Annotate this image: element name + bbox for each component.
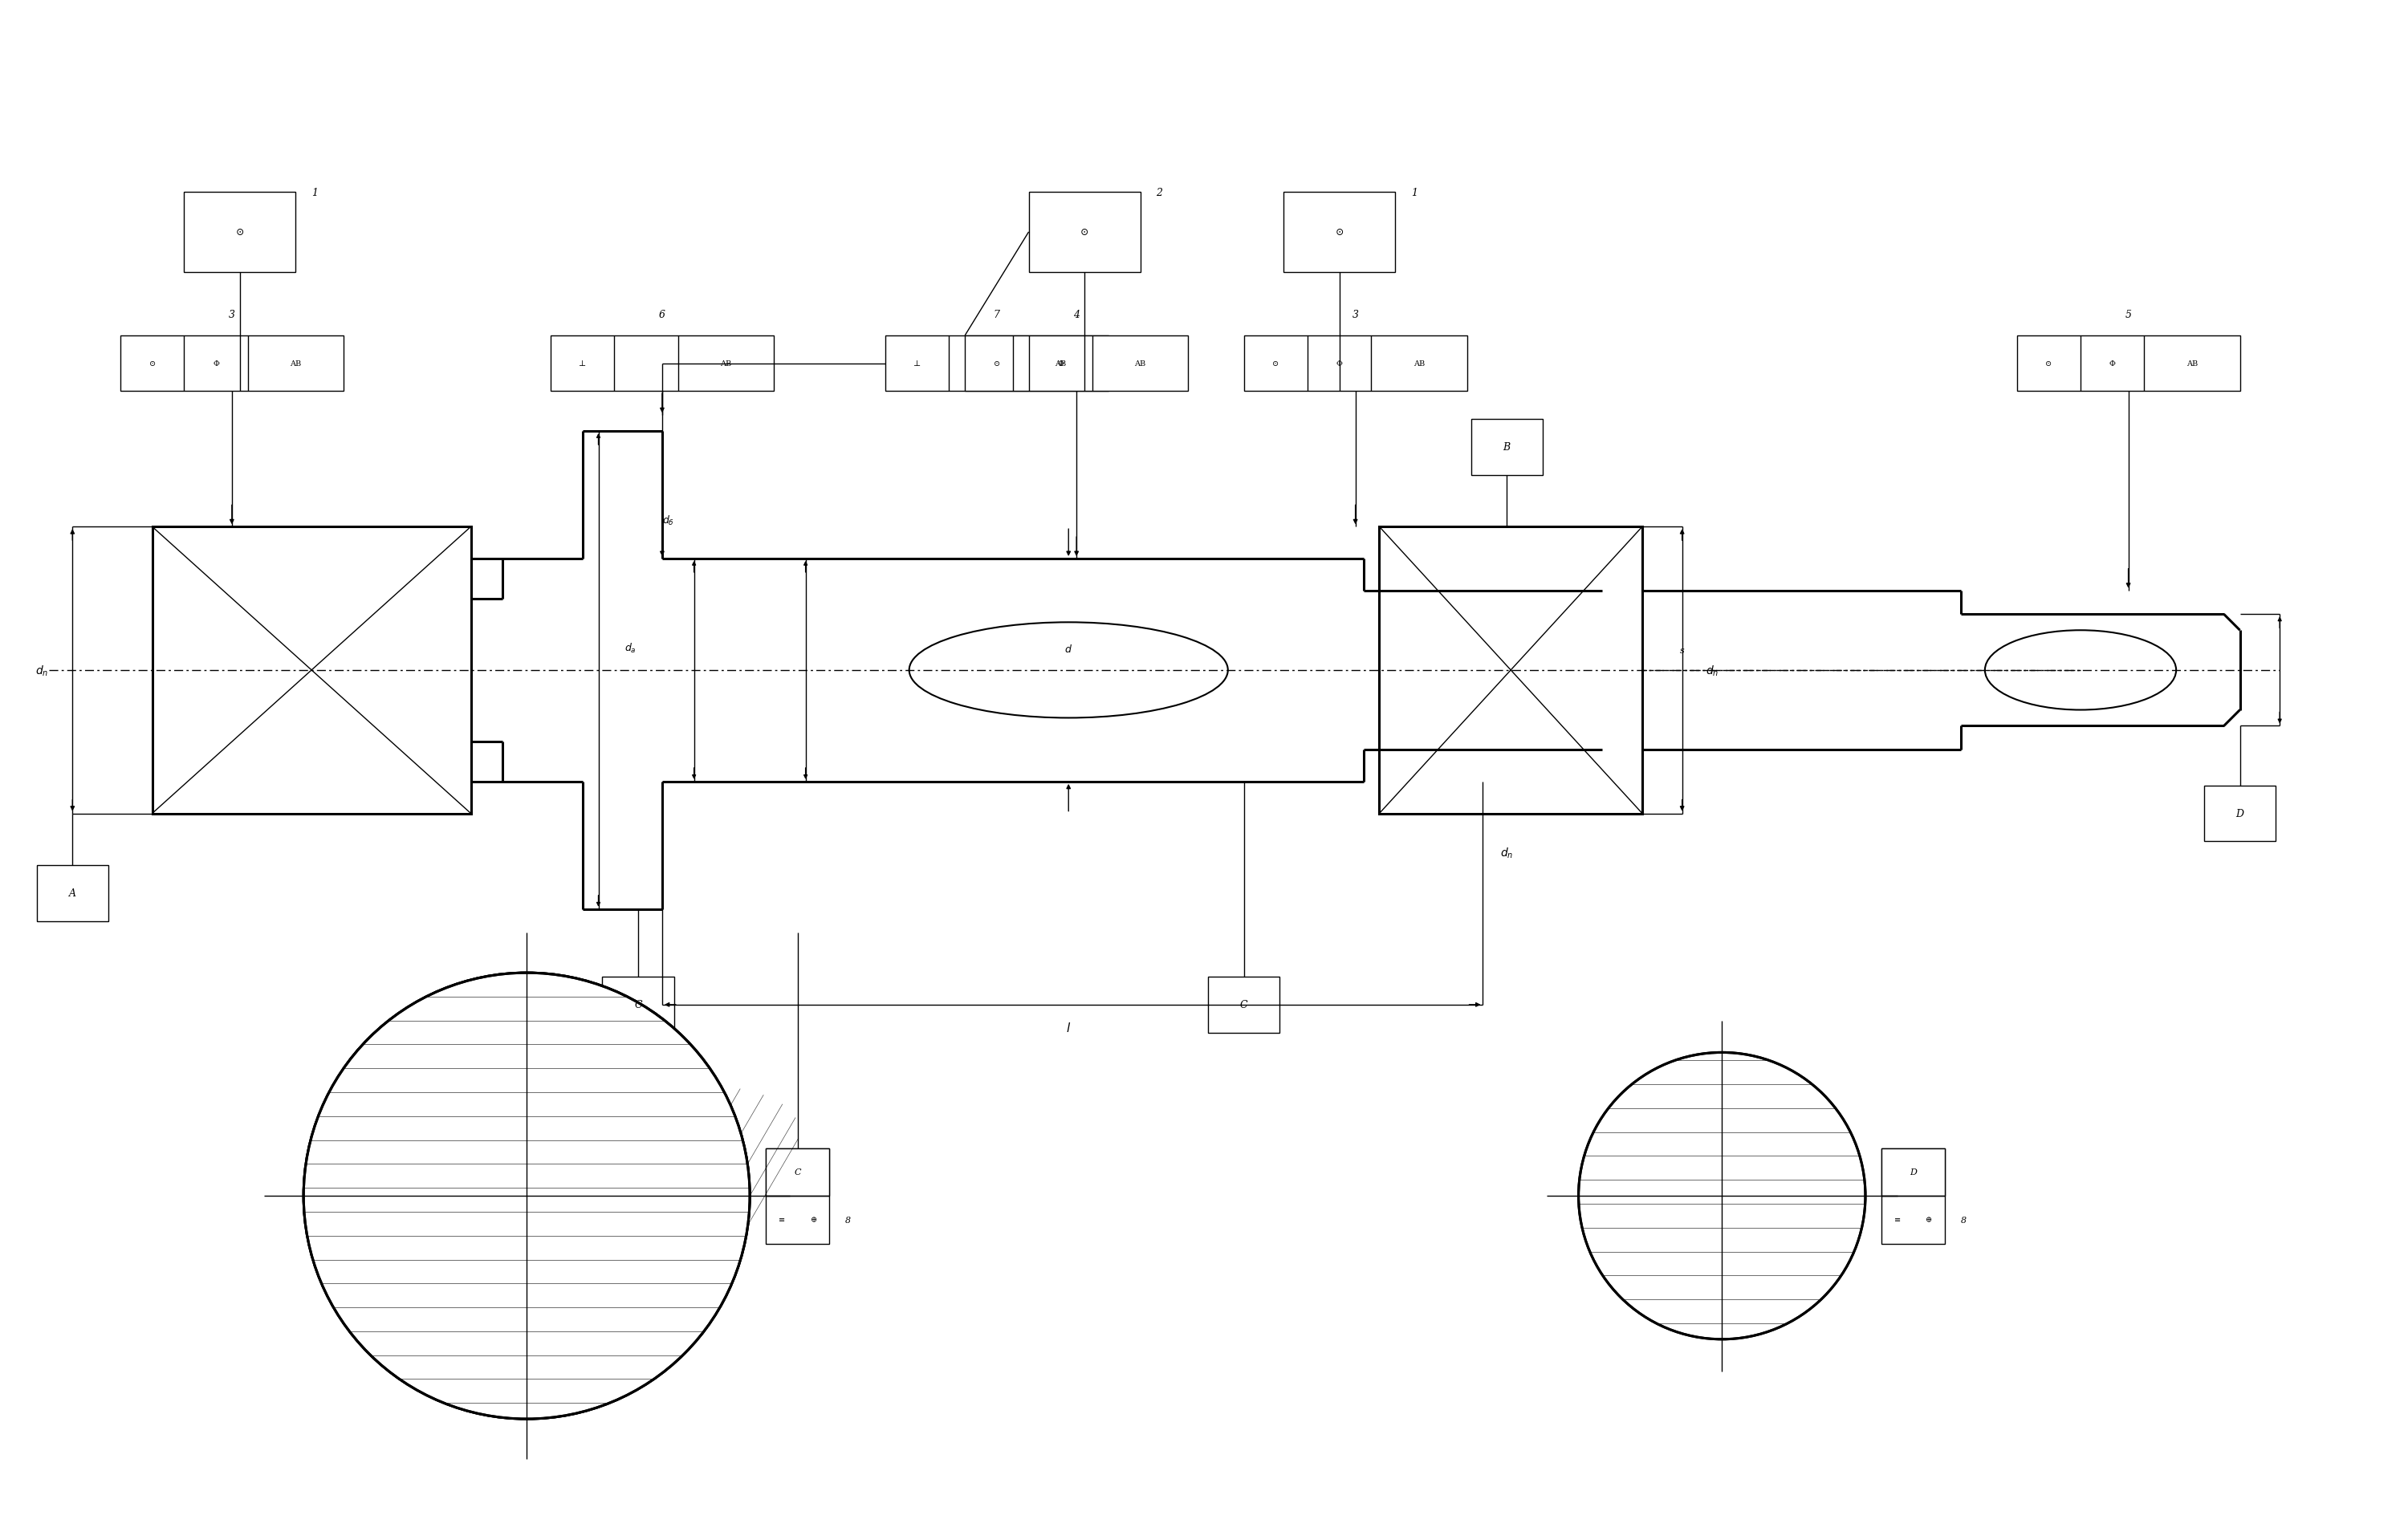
Text: C: C	[795, 1167, 802, 1177]
Text: AB: AB	[720, 361, 732, 367]
Text: $l$: $l$	[1067, 1021, 1072, 1034]
Text: D: D	[1910, 1167, 1917, 1177]
Text: C: C	[1240, 1000, 1247, 1011]
Text: ⊕: ⊕	[1926, 1217, 1931, 1224]
Bar	[766, 1149, 828, 1244]
Text: C: C	[633, 1000, 643, 1011]
Text: ⊙: ⊙	[1271, 361, 1279, 367]
Text: Φ: Φ	[212, 361, 219, 367]
Bar	[183, 192, 296, 272]
Text: ⊕: ⊕	[809, 1217, 816, 1224]
Bar	[1881, 1149, 1946, 1197]
Bar	[602, 977, 674, 1032]
Text: ≡: ≡	[778, 1217, 785, 1224]
Bar	[1471, 419, 1544, 475]
Bar	[2203, 786, 2276, 842]
Text: ⊙: ⊙	[149, 361, 157, 367]
Text: ⊙: ⊙	[2044, 361, 2052, 367]
Circle shape	[303, 972, 749, 1419]
Text: ⊙: ⊙	[236, 227, 243, 238]
Text: 8: 8	[1960, 1217, 1967, 1224]
Text: B: B	[1503, 442, 1510, 453]
Text: 5: 5	[2126, 310, 2131, 319]
Text: $d_n$: $d_n$	[1705, 664, 1719, 677]
Text: AB: AB	[2186, 361, 2199, 367]
Bar	[1209, 977, 1279, 1032]
Bar	[120, 336, 344, 392]
Text: Φ: Φ	[2109, 361, 2117, 367]
Text: 1: 1	[1411, 187, 1418, 198]
Text: $d_n$: $d_n$	[36, 664, 48, 677]
Text: 4: 4	[1074, 310, 1079, 319]
Text: AB: AB	[289, 361, 301, 367]
Text: A: A	[70, 888, 77, 899]
Text: ⊙: ⊙	[995, 361, 999, 367]
Text: Φ: Φ	[1336, 361, 1344, 367]
Bar	[966, 336, 1187, 392]
Text: D: D	[2237, 808, 2244, 819]
Text: ⊙: ⊙	[1081, 227, 1088, 238]
Text: Φ: Φ	[1057, 361, 1064, 367]
Text: $d_a$: $d_a$	[624, 642, 636, 654]
Text: ⊥: ⊥	[913, 361, 920, 367]
Text: 3: 3	[229, 310, 236, 319]
Bar	[766, 1149, 828, 1197]
Text: 3: 3	[1353, 310, 1358, 319]
Circle shape	[1580, 1052, 1866, 1339]
Text: AB: AB	[1134, 361, 1146, 367]
Text: s: s	[1681, 647, 1686, 654]
Bar	[1380, 527, 1642, 814]
Bar	[152, 527, 472, 814]
Text: ≡: ≡	[1895, 1217, 1900, 1224]
Bar	[1881, 1149, 1946, 1244]
Bar	[1028, 192, 1141, 272]
Text: 8: 8	[845, 1217, 850, 1224]
Bar	[2018, 336, 2239, 392]
Text: 6: 6	[660, 310, 665, 319]
Text: $d_б$: $d_б$	[662, 515, 674, 527]
Text: 1: 1	[311, 187, 318, 198]
Text: 2: 2	[1156, 187, 1163, 198]
Text: $d_n$: $d_n$	[1500, 846, 1512, 860]
Bar	[1245, 336, 1466, 392]
Text: AB: AB	[1055, 361, 1067, 367]
Text: $d$: $d$	[1064, 644, 1072, 654]
Bar	[36, 866, 108, 922]
Text: 7: 7	[995, 310, 999, 319]
Text: ⊥: ⊥	[578, 361, 585, 367]
Bar	[551, 336, 773, 392]
Text: ⊙: ⊙	[1336, 227, 1344, 238]
Bar	[1283, 192, 1394, 272]
Bar	[886, 336, 1108, 392]
Text: AB: AB	[1413, 361, 1426, 367]
